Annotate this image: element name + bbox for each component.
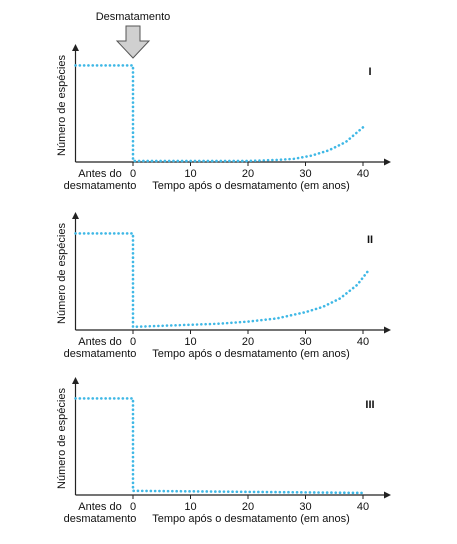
x-tick-label: 10 bbox=[184, 501, 196, 513]
data-line bbox=[74, 397, 365, 495]
y-axis-arrow bbox=[72, 377, 79, 384]
x-tick-label: 0 bbox=[130, 501, 136, 513]
x-tick-label: 0 bbox=[130, 336, 136, 348]
x-axis-title: Tempo após o desmatamento (em anos) bbox=[152, 513, 350, 525]
x-tick-label: 20 bbox=[242, 336, 254, 348]
before-label: desmatamento bbox=[64, 180, 137, 192]
x-axis-title: Tempo após o desmatamento (em anos) bbox=[152, 348, 350, 360]
data-line bbox=[74, 232, 371, 329]
x-tick-label: 0 bbox=[130, 168, 136, 180]
annotation-arrow bbox=[115, 25, 151, 59]
data-line bbox=[74, 64, 365, 163]
x-tick-label: 20 bbox=[242, 168, 254, 180]
before-label: desmatamento bbox=[64, 513, 137, 525]
before-label: Antes do bbox=[78, 501, 121, 513]
y-axis-arrow bbox=[72, 212, 79, 219]
before-label: desmatamento bbox=[64, 348, 137, 360]
x-tick-label: 30 bbox=[299, 501, 311, 513]
x-tick-label: 10 bbox=[184, 336, 196, 348]
x-tick-label: 40 bbox=[357, 336, 369, 348]
x-tick-label: 30 bbox=[299, 336, 311, 348]
x-tick-label: 30 bbox=[299, 168, 311, 180]
y-axis-title: Número de espécies bbox=[56, 388, 68, 489]
panel-label: III bbox=[365, 399, 374, 411]
panel-label: II bbox=[367, 234, 373, 246]
y-axis-arrow bbox=[72, 44, 79, 51]
y-axis-title: Número de espécies bbox=[56, 223, 68, 324]
x-tick-label: 40 bbox=[357, 168, 369, 180]
x-axis-arrow bbox=[384, 326, 391, 334]
y-axis-title: Número de espécies bbox=[56, 55, 68, 156]
before-label: Antes do bbox=[78, 168, 121, 180]
x-tick-label: 10 bbox=[184, 168, 196, 180]
annotation-text: Desmatamento bbox=[96, 11, 171, 23]
x-axis-arrow bbox=[384, 491, 391, 499]
x-axis-title: Tempo após o desmatamento (em anos) bbox=[152, 180, 350, 192]
x-axis-arrow bbox=[384, 158, 391, 166]
panel-label: I bbox=[368, 66, 371, 78]
before-label: Antes do bbox=[78, 336, 121, 348]
x-tick-label: 20 bbox=[242, 501, 254, 513]
x-tick-label: 40 bbox=[357, 501, 369, 513]
